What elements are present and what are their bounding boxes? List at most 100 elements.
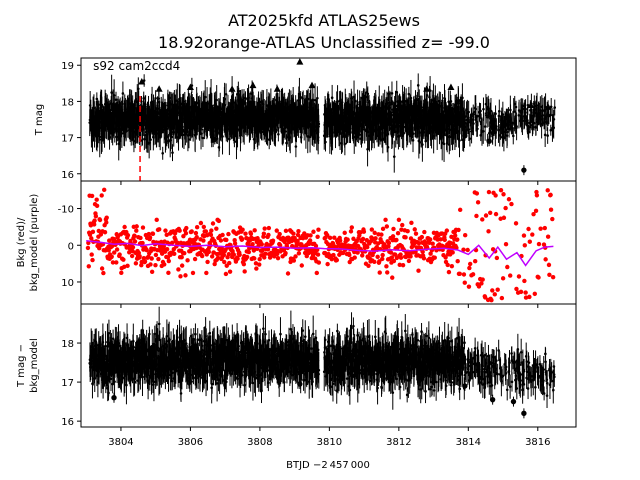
data-point xyxy=(398,134,401,138)
data-point xyxy=(366,148,369,151)
data-point xyxy=(174,103,178,106)
data-point xyxy=(374,106,378,110)
data-point xyxy=(214,107,217,110)
data-point xyxy=(236,92,239,96)
bkg-point xyxy=(277,231,282,237)
data-point xyxy=(244,123,248,126)
data-point xyxy=(135,129,139,132)
data-point xyxy=(461,138,465,142)
bkg-point xyxy=(470,272,476,277)
data-point xyxy=(531,118,535,121)
data-point xyxy=(179,117,182,121)
data-point xyxy=(447,143,451,146)
data-point xyxy=(342,128,346,132)
data-point xyxy=(304,115,308,119)
data-point xyxy=(411,139,415,142)
bkg-point xyxy=(547,272,552,278)
y-tick-label: -10 xyxy=(58,205,74,216)
data-point xyxy=(313,125,317,128)
data-point xyxy=(116,104,120,108)
bkg-point xyxy=(474,213,479,219)
data-point xyxy=(206,126,209,129)
data-point xyxy=(212,124,215,128)
plot-area xyxy=(88,58,557,176)
bkg-point xyxy=(316,227,321,232)
data-point xyxy=(500,119,504,123)
data-point xyxy=(360,134,363,137)
data-point xyxy=(141,128,144,131)
data-point xyxy=(301,96,304,100)
data-point xyxy=(195,127,199,130)
data-point xyxy=(145,133,149,136)
data-point xyxy=(130,122,134,126)
bkg-point xyxy=(461,272,467,277)
data-point xyxy=(241,113,245,116)
data-point xyxy=(242,115,246,118)
data-point xyxy=(258,108,261,111)
data-point xyxy=(479,120,483,124)
data-point xyxy=(114,121,118,125)
bkg-point xyxy=(104,220,109,225)
bkg-point xyxy=(215,255,221,261)
bkg-point xyxy=(480,217,485,222)
data-point xyxy=(102,124,105,127)
bkg-point xyxy=(253,261,259,266)
data-point xyxy=(209,109,213,112)
data-point xyxy=(455,108,459,111)
data-point xyxy=(400,107,403,110)
data-point xyxy=(430,130,433,133)
data-point xyxy=(126,110,130,113)
bkg-point xyxy=(392,252,398,257)
data-point xyxy=(280,116,284,119)
data-point xyxy=(519,111,523,114)
data-point xyxy=(175,123,179,126)
data-point xyxy=(411,132,415,135)
data-point xyxy=(264,124,268,127)
data-point xyxy=(150,100,154,104)
data-point xyxy=(425,112,429,116)
data-point xyxy=(130,102,133,105)
bkg-point xyxy=(334,257,340,263)
bkg-point xyxy=(409,220,414,226)
data-point xyxy=(88,104,92,107)
data-point xyxy=(311,123,315,127)
bkg-point xyxy=(534,193,540,198)
upper-limit-marker xyxy=(544,103,552,110)
bkg-point xyxy=(97,217,103,223)
bkg-point xyxy=(444,228,450,233)
bkg-point xyxy=(342,230,347,236)
bkg-point xyxy=(416,241,422,246)
data-point xyxy=(246,126,250,130)
data-point xyxy=(168,101,172,104)
data-point xyxy=(367,100,371,104)
data-point xyxy=(304,131,308,135)
bkg-point xyxy=(231,252,237,257)
data-point xyxy=(274,128,277,132)
data-point xyxy=(449,100,453,103)
data-point xyxy=(488,129,492,133)
data-point xyxy=(316,96,319,100)
bkg-point xyxy=(226,231,231,237)
data-point xyxy=(354,125,358,128)
data-point xyxy=(151,130,155,133)
bkg-point xyxy=(205,259,210,265)
data-point xyxy=(98,117,101,121)
data-point xyxy=(284,110,287,113)
data-point xyxy=(172,125,176,128)
data-point xyxy=(102,131,106,135)
data-point xyxy=(521,104,524,108)
data-point xyxy=(294,145,298,148)
data-point xyxy=(349,108,352,111)
bkg-point xyxy=(494,255,500,261)
data-point xyxy=(118,113,122,117)
data-point xyxy=(223,128,227,132)
bkg-point xyxy=(461,247,466,252)
data-point xyxy=(172,130,176,134)
data-point xyxy=(509,108,512,112)
data-point xyxy=(472,122,475,125)
data-point xyxy=(120,132,124,135)
data-point xyxy=(414,105,418,109)
data-point xyxy=(179,102,183,106)
data-point xyxy=(287,128,291,131)
bkg-point xyxy=(285,271,291,276)
